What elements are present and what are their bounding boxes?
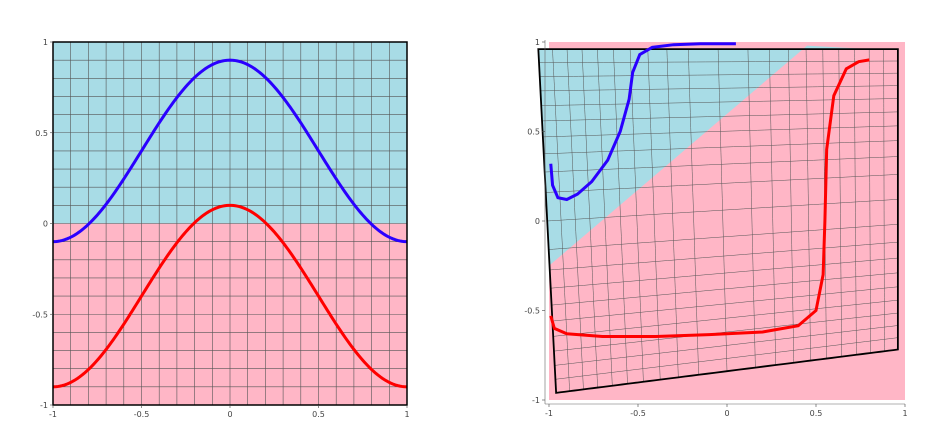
mesh-line	[769, 49, 776, 366]
x-tick-label: -0.5	[630, 409, 646, 418]
x-tick-label: 0	[724, 409, 729, 418]
y-tick-label: 0	[43, 220, 48, 229]
x-tick-label: 0.5	[312, 410, 325, 419]
left-y-ticks: 1 0.5 0 -0.5 -1	[32, 38, 53, 410]
left-upper-curve	[52, 58, 408, 244]
mesh-line	[544, 156, 898, 173]
y-tick-label: 0	[535, 217, 540, 226]
mesh-line	[805, 49, 811, 361]
y-tick-label: -1	[532, 396, 540, 405]
mesh-line	[853, 49, 857, 355]
left-x-ticks: -1 -0.5 0 0.5 1	[49, 405, 410, 419]
mesh-line	[541, 98, 898, 106]
mesh-line	[788, 49, 795, 363]
right-upper-curve	[549, 42, 736, 202]
mesh-line	[543, 140, 898, 155]
x-tick-label: 1	[404, 410, 409, 419]
left-lower-curve	[52, 203, 408, 389]
mesh-line	[542, 111, 898, 122]
y-tick-label: -0.5	[524, 307, 540, 316]
right-panel: -1 -0.5 0 0.5 1 1 0.5 0 -0.5 -1	[524, 38, 907, 418]
y-tick-label: 1	[43, 38, 48, 47]
mesh-line	[540, 85, 898, 92]
mesh-line	[545, 174, 898, 193]
x-tick-label: 0.5	[810, 409, 823, 418]
right-mesh	[538, 48, 899, 394]
right-x-ticks: -1 -0.5 0 0.5 1	[545, 404, 908, 418]
right-lower-curve	[549, 58, 870, 338]
x-tick-label: -0.5	[134, 410, 150, 419]
y-tick-label: 1	[535, 38, 540, 47]
mesh-line	[868, 49, 871, 353]
left-panel: -1 -0.5 0 0.5 1 1 0.5 0 -0.5 -1	[32, 38, 409, 419]
x-tick-label: -1	[545, 409, 553, 418]
x-tick-label: 0	[227, 410, 232, 419]
x-tick-label: 1	[902, 409, 907, 418]
y-tick-label: 0.5	[35, 129, 48, 138]
right-y-ticks: 1 0.5 0 -0.5 -1	[524, 38, 545, 405]
y-tick-label: -1	[40, 401, 48, 410]
x-tick-label: -1	[49, 410, 57, 419]
mesh-line	[547, 199, 898, 222]
y-tick-label: 0.5	[527, 128, 540, 137]
mesh-line	[838, 49, 842, 357]
right-boundary	[537, 48, 899, 394]
y-tick-label: -0.5	[32, 310, 48, 319]
mesh-line	[747, 49, 756, 368]
mesh-line	[539, 60, 898, 63]
mesh-line	[883, 49, 885, 352]
mesh-line	[542, 125, 898, 138]
mesh-line	[539, 72, 898, 77]
